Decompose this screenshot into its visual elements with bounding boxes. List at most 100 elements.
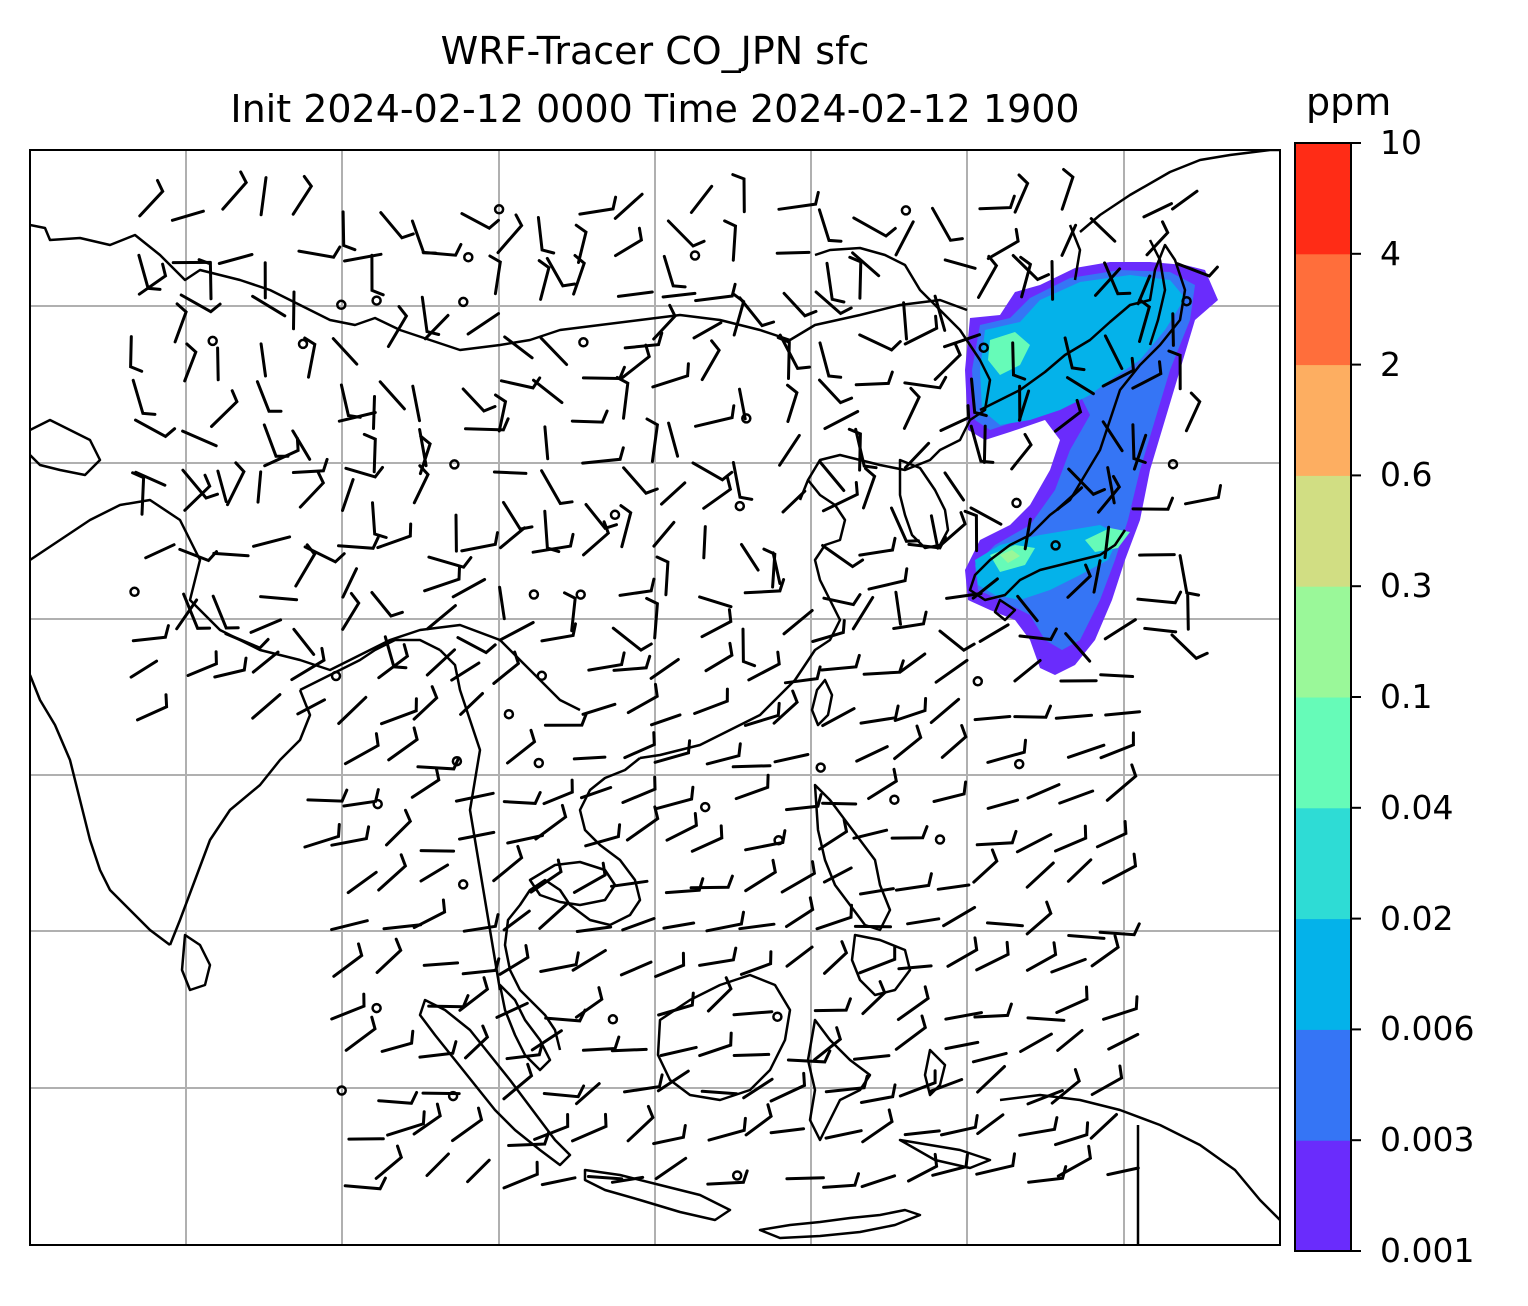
wind-barb	[732, 1010, 774, 1017]
wind-barb	[1013, 173, 1030, 214]
calm-wind-marker	[1011, 497, 1022, 509]
wind-barb	[330, 919, 369, 932]
wind-barb	[969, 424, 995, 464]
calm-wind-marker	[463, 251, 474, 263]
wind-barb	[654, 1156, 688, 1181]
coast-russia-arctic	[30, 223, 968, 352]
wind-barb	[581, 1035, 621, 1052]
calm-wind-marker	[1181, 295, 1192, 307]
wind-barb	[224, 632, 270, 650]
wind-barb	[896, 985, 930, 1021]
wind-barb	[934, 658, 969, 684]
wind-barb	[211, 594, 240, 630]
wind-barb	[502, 791, 542, 805]
wind-barb	[612, 654, 652, 672]
wind-barb	[943, 471, 965, 502]
wind-barb	[1055, 985, 1089, 1014]
wind-barb	[738, 922, 776, 931]
wind-barb	[341, 592, 361, 631]
calm-wind-marker	[371, 1002, 382, 1014]
colorbar-tick-label: 0.02	[1380, 898, 1454, 938]
wind-barb	[182, 592, 212, 630]
wind-barb	[294, 543, 317, 588]
wind-barb	[341, 210, 357, 252]
wind-barb	[1067, 467, 1106, 497]
calm-wind-marker	[607, 1014, 619, 1025]
wind-barb	[858, 333, 902, 352]
wind-barb	[173, 302, 188, 344]
wind-barb	[1171, 312, 1175, 347]
wind-barb	[744, 829, 787, 852]
wind-barb	[582, 520, 611, 557]
wind-barb	[818, 378, 854, 405]
wind-barb	[769, 1127, 806, 1135]
wind-barb	[742, 1077, 774, 1100]
wind-barb	[931, 206, 964, 242]
wind-barb	[385, 808, 413, 847]
wind-barb	[1026, 1089, 1064, 1106]
wind-barb	[1095, 820, 1128, 849]
wind-barb	[785, 793, 823, 812]
wind-barb	[296, 698, 326, 716]
wind-barb	[1142, 202, 1173, 219]
wind-barb	[460, 212, 500, 231]
wind-barb	[897, 964, 933, 971]
wind-barb	[786, 1049, 832, 1064]
wind-barb	[785, 1176, 825, 1181]
wind-barb	[1089, 1113, 1118, 1140]
coast-china	[639, 479, 847, 760]
wind-barb	[586, 1175, 624, 1181]
wind-barb	[893, 724, 923, 761]
wind-barb	[818, 341, 843, 379]
wind-barb	[450, 661, 481, 682]
coast-lesser-sunda	[758, 1208, 922, 1240]
wind-barb	[262, 423, 290, 458]
wind-barb	[213, 656, 248, 679]
wind-barb	[1066, 858, 1093, 883]
wind-barb	[362, 432, 377, 474]
wind-barb	[739, 950, 773, 976]
wind-barb	[1018, 627, 1058, 642]
wind-barb	[972, 848, 999, 884]
wind-barb	[813, 997, 852, 1013]
wind-barb	[903, 375, 948, 390]
wind-barb	[1103, 618, 1137, 641]
wind-barb	[251, 650, 280, 674]
wind-barb	[341, 567, 358, 599]
wind-barb	[860, 1174, 897, 1189]
wind-barb	[649, 658, 680, 680]
calm-wind-marker	[129, 586, 140, 598]
colorbar-band	[1295, 1029, 1351, 1141]
wind-barb	[462, 913, 500, 933]
wind-barb	[1060, 168, 1075, 211]
wind-barb	[892, 610, 928, 630]
wind-barb	[419, 863, 450, 883]
wind-barb	[933, 342, 962, 381]
calm-wind-marker	[731, 1170, 743, 1181]
wind-barb	[822, 1172, 860, 1189]
calm-wind-marker	[457, 879, 469, 890]
wind-barb	[461, 387, 497, 413]
wind-barb	[1066, 376, 1095, 396]
wind-barb	[970, 377, 988, 418]
calm-wind-marker	[578, 337, 589, 348]
wind-barb	[175, 598, 199, 631]
wind-barb	[1099, 673, 1135, 678]
wind-barb	[344, 465, 384, 479]
wind-barb	[1066, 743, 1106, 759]
calm-wind-marker	[449, 459, 460, 470]
wind-barb	[339, 383, 362, 419]
calm-wind-marker	[330, 670, 342, 682]
colorbar-band	[1295, 586, 1351, 698]
wind-barb	[137, 262, 168, 296]
wind-barb	[691, 461, 734, 482]
coast-taiwan	[810, 678, 834, 727]
wind-barb	[943, 258, 977, 270]
wind-barb	[498, 585, 506, 621]
wind-barb	[1064, 632, 1092, 663]
wind-barb	[1103, 525, 1111, 560]
wind-barb	[337, 411, 377, 423]
coast-eastsiberia	[798, 246, 992, 501]
wind-barb	[532, 378, 564, 405]
coast-russia-east	[1079, 150, 1280, 233]
